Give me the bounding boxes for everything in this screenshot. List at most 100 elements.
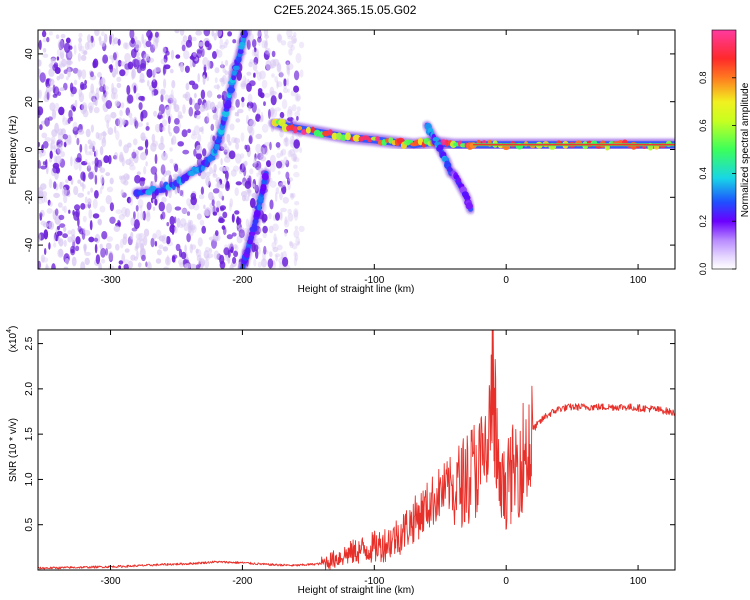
noise-blob [180,62,184,73]
noise-blob [109,64,113,73]
noise-blob [195,248,199,254]
noise-blob [67,134,72,144]
noise-blob [80,261,86,269]
noise-blob [235,181,242,186]
noise-blob [177,122,182,129]
noise-blob [283,78,287,87]
noise-blob [152,39,159,50]
noise-blob [93,237,99,242]
spectrogram-y-ticks: -40 -20 0 20 40 [24,48,675,252]
noise-blob [210,123,215,131]
noise-blob [153,110,158,117]
noise-blob [84,251,91,256]
feature-blob [361,135,370,140]
noise-blob [271,50,276,58]
noise-blob [40,220,47,226]
noise-blob [293,139,301,149]
noise-blob [121,157,125,167]
noise-blob [57,225,60,231]
noise-blob [216,30,222,38]
noise-blob [279,130,284,138]
noise-blob [105,90,109,96]
noise-blob [133,138,138,146]
noise-blob [84,257,90,266]
noise-blob [68,209,71,214]
noise-blob [116,76,122,82]
noise-blob [212,211,218,216]
noise-blob [286,66,290,75]
noise-blob [287,208,292,215]
noise-blob [128,260,134,269]
noise-blob [280,150,284,157]
noise-blob [214,67,220,74]
noise-blob [254,185,259,192]
noise-blob [274,191,278,202]
noise-blob [52,144,59,150]
noise-blob [287,213,294,222]
noise-blob [77,217,80,227]
noise-blob [229,123,235,131]
noise-blob [133,85,137,94]
noise-blob [193,125,201,136]
noise-blob [141,33,144,44]
noise-blob [161,234,168,244]
noise-blob [224,70,229,76]
noise-blob [161,126,166,132]
noise-blob [136,250,139,260]
noise-blob [49,150,53,159]
noise-blob [279,71,284,79]
noise-blob [155,258,162,264]
noise-blob [197,237,203,247]
noise-blob [140,211,144,221]
noise-blob [155,229,162,240]
noise-blob [203,250,210,259]
noise-blob [217,211,221,217]
noise-blob [80,203,86,210]
noise-blob [289,192,294,198]
noise-blob [106,186,114,193]
noise-blob [169,147,173,152]
noise-blob [62,133,68,140]
noise-blob [100,174,105,185]
noise-blob [279,190,283,201]
noise-blob [83,228,86,234]
noise-blob [116,82,122,89]
noise-blob [61,206,65,211]
noise-blob [234,244,239,252]
noise-blob [77,192,85,198]
noise-blob [42,191,48,198]
noise-blob [179,223,184,229]
noise-blob [227,31,233,37]
noise-blob [74,204,81,211]
snr-y-ticks: 0.5 1.0 1.5 2.0 2.5 [24,336,675,532]
noise-blob [170,49,175,60]
noise-blob [154,172,158,183]
noise-blob [44,196,48,203]
noise-blob [270,107,275,115]
noise-blob [83,243,88,251]
noise-blob [261,123,269,133]
noise-blob [172,254,178,259]
noise-blob [179,30,185,36]
noise-blob [238,169,243,174]
noise-blob [183,50,190,60]
noise-blob [141,254,146,262]
colorbar-label: Normalized spectral amplitude [740,82,750,217]
y-tick-label: 1.0 [24,472,35,486]
noise-blob [53,242,57,248]
noise-blob [272,259,276,266]
noise-blob [90,71,94,78]
spectrogram-x-ticks: -300 -200 -100 0 100 [101,30,647,286]
noise-blob [197,73,200,83]
noise-blob [65,139,72,146]
feature-blob [227,86,235,94]
noise-blob [153,68,157,76]
noise-blob [49,201,53,207]
noise-blob [275,160,283,169]
noise-blob [87,162,91,169]
noise-blob [70,104,75,110]
noise-blob [161,196,167,203]
noise-blob [113,225,121,232]
noise-blob [239,153,245,159]
noise-blob [160,164,166,175]
